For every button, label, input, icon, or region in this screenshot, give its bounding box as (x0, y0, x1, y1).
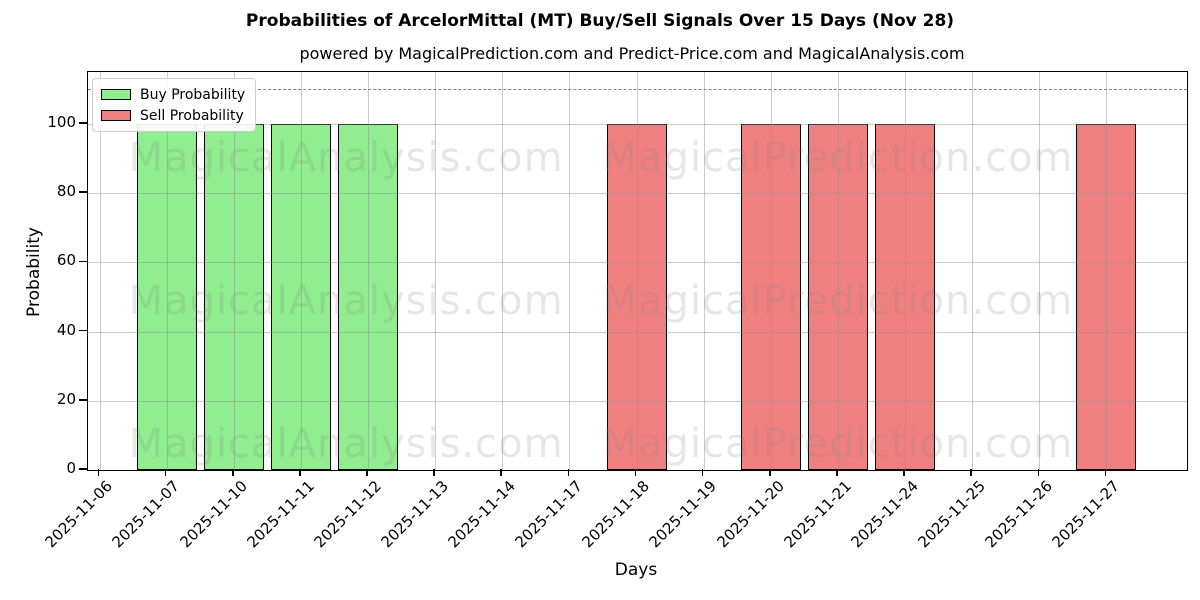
vertical-gridline (368, 72, 370, 470)
vertical-gridline (636, 72, 638, 470)
x-tick-label: 2025-11-21 (780, 477, 855, 552)
y-tick-mark (79, 398, 87, 401)
x-tick-label: 2025-11-19 (646, 477, 721, 552)
horizontal-gridline (88, 193, 1187, 195)
watermark-text: MagicalPrediction.com (602, 421, 1074, 467)
x-tick-label: 2025-11-10 (176, 477, 251, 552)
x-tick-label: 2025-11-06 (41, 477, 117, 552)
x-tick-label: 2025-11-17 (511, 477, 587, 552)
legend-label: Sell Probability (140, 107, 244, 124)
y-tick-label: 20 (56, 389, 76, 408)
vertical-gridline (233, 72, 235, 470)
y-tick-label: 100 (47, 112, 76, 131)
watermark-text: MagicalPrediction.com (602, 135, 1074, 181)
x-tick-label: 2025-11-27 (1048, 477, 1124, 552)
vertical-gridline (837, 72, 839, 470)
x-tick-label: 2025-11-07 (108, 477, 184, 552)
watermark-text: MagicalAnalysis.com (128, 135, 564, 181)
vertical-gridline (435, 72, 437, 470)
vertical-gridline (569, 72, 571, 470)
watermark-text: MagicalAnalysis.com (128, 278, 564, 324)
y-axis-label: Probability (24, 227, 44, 317)
y-tick-mark (79, 191, 87, 193)
x-tick-label: 2025-11-26 (981, 477, 1057, 552)
legend-label: Buy Probability (140, 86, 246, 103)
horizontal-gridline (88, 331, 1187, 333)
y-tick-mark (79, 260, 87, 263)
sell-bar (740, 123, 801, 470)
buy-bar (136, 123, 197, 470)
y-tick-mark (79, 122, 87, 124)
x-tick-label: 2025-11-24 (847, 477, 922, 552)
legend-item: Sell Probability (101, 105, 245, 126)
x-tick-label: 2025-11-25 (914, 477, 989, 552)
watermark-text: MagicalAnalysis.com (128, 421, 564, 467)
horizontal-gridline (88, 400, 1187, 402)
x-tick-label: 2025-11-12 (310, 477, 385, 552)
vertical-gridline (300, 72, 302, 470)
x-tick-label: 2025-11-18 (578, 477, 654, 552)
vertical-gridline (166, 72, 168, 470)
y-tick-mark (79, 329, 87, 332)
vertical-gridline (502, 72, 504, 470)
sell-bar (1076, 123, 1137, 470)
x-tick-label: 2025-11-20 (713, 477, 788, 552)
horizontal-gridline (88, 123, 1187, 125)
legend-swatch (101, 110, 131, 121)
watermark-text: MagicalPrediction.com (602, 278, 1074, 324)
legend: Buy Probability Sell Probability (92, 78, 257, 132)
buy-bar (270, 123, 331, 470)
x-tick-label: 2025-11-14 (444, 477, 520, 552)
x-axis-label: Days (614, 560, 658, 580)
legend-item: Buy Probability (101, 84, 245, 105)
chart-title: Probabilities of ArcelorMittal (MT) Buy/… (245, 11, 955, 31)
horizontal-gridline (88, 262, 1187, 264)
sell-bar (875, 123, 936, 470)
x-tick-label: 2025-11-11 (243, 477, 318, 552)
vertical-gridline (703, 72, 705, 470)
sell-bar (807, 123, 868, 470)
vertical-gridline (1106, 72, 1108, 470)
y-tick-label: 0 (66, 459, 76, 477)
buy-bar (338, 123, 399, 470)
threshold-dashed-line (88, 89, 1187, 91)
vertical-gridline (972, 72, 974, 470)
sell-bar (606, 123, 667, 470)
vertical-gridline (770, 72, 772, 470)
vertical-gridline (99, 72, 101, 470)
chart-subtitle: powered by MagicalPrediction.com and Pre… (299, 44, 965, 63)
vertical-gridline (1039, 72, 1041, 470)
plot-area: MagicalAnalysis.com MagicalPrediction.com… (87, 71, 1188, 471)
vertical-gridline (905, 72, 907, 470)
x-tick-label: 2025-11-13 (377, 477, 452, 552)
y-tick-mark (79, 468, 87, 470)
buy-bar (203, 123, 264, 470)
legend-swatch (101, 89, 131, 100)
